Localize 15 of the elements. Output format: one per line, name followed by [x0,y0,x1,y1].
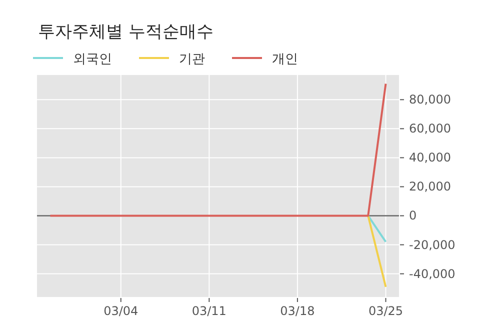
y-tick-label: 60,000 [409,122,451,136]
x-tick-label: 03/18 [280,304,315,318]
y-tick-label: 80,000 [409,92,451,107]
legend-label: 기관 [179,52,205,67]
x-tick-label: 03/25 [368,304,404,318]
y-tick-label: 20,000 [409,180,451,194]
y-tick-label: -40,000 [409,266,456,281]
y-tick-label: 0 [409,208,417,223]
x-tick-label: 03/11 [192,304,226,318]
legend-label: 외국인 [73,52,112,67]
y-tick-label: -20,000 [409,238,456,252]
y-tick-label: 40,000 [409,150,451,165]
legend-label: 개인 [272,52,298,67]
chart-title: 투자주체별 누적순매수 [38,22,214,42]
x-tick-label: 03/04 [104,304,138,318]
